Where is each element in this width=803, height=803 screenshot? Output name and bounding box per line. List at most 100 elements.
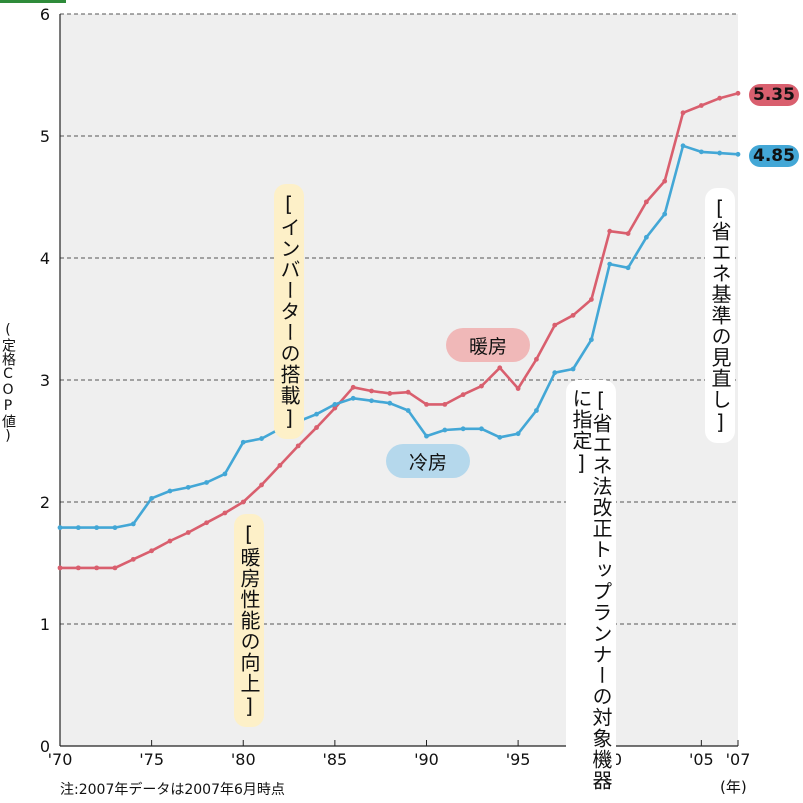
data-point-heating-1976	[167, 538, 173, 544]
data-point-heating-2005	[698, 103, 704, 108]
data-point-heating-1988	[387, 391, 393, 396]
x-tick-label-2005: '05	[689, 750, 714, 769]
data-point-heating-1994	[497, 365, 503, 371]
y-axis-label: (定格COP値)	[0, 322, 16, 444]
data-point-heating-1975	[149, 548, 155, 554]
data-point-heating-1999	[589, 297, 594, 302]
footnote: 注:2007年データは2007年6月時点	[60, 782, 285, 798]
data-point-cooling-2003	[662, 211, 668, 217]
data-point-heating-1987	[369, 388, 374, 394]
y-tick-label-4: 4	[40, 249, 50, 268]
data-point-heating-1971	[75, 565, 81, 571]
data-point-cooling-1997	[552, 370, 558, 376]
data-point-heating-1991	[442, 402, 448, 407]
x-axis-unit: (年)	[720, 778, 747, 796]
data-point-heating-1998	[570, 312, 576, 318]
data-point-cooling-1974	[130, 521, 136, 527]
data-point-heating-1970	[57, 565, 63, 571]
data-point-cooling-1973	[112, 525, 118, 531]
data-point-cooling-2006	[717, 150, 723, 156]
data-point-cooling-1970	[57, 525, 63, 531]
data-point-heating-1973	[112, 565, 118, 571]
data-point-heating-2001	[625, 231, 631, 237]
data-point-heating-1974	[130, 556, 136, 562]
data-point-cooling-1975	[149, 495, 155, 501]
data-point-heating-1978	[204, 520, 209, 526]
data-point-cooling-1978	[204, 480, 209, 485]
end-value-cooling: 4.85	[749, 145, 799, 167]
grid-lines	[60, 13, 738, 625]
data-point-heating-1981	[259, 482, 264, 488]
data-point-cooling-1999	[589, 337, 594, 343]
annotation-heating-performance: [暖房性能の向上]	[234, 514, 264, 727]
data-point-heating-1992	[460, 392, 466, 398]
data-point-cooling-1990	[424, 433, 429, 439]
data-point-cooling-1981	[259, 436, 264, 441]
data-point-cooling-1972	[94, 525, 100, 531]
data-point-heating-1979	[222, 510, 228, 516]
x-tick-label-1990: '90	[414, 750, 439, 769]
data-point-heating-1982	[277, 463, 283, 468]
data-point-heating-1980	[240, 499, 246, 505]
data-point-cooling-1995	[515, 431, 521, 437]
x-tick-label-1970: '70	[48, 750, 73, 769]
series-label-heating: 暖房	[446, 328, 530, 362]
data-point-cooling-1980	[240, 439, 246, 445]
y-tick-label-3: 3	[40, 371, 50, 390]
data-point-cooling-1984	[314, 411, 319, 417]
annotation-top-runner: [省エネ法改正トップランナーの対象機器に指定]	[566, 380, 616, 799]
x-tick-label-1995: '95	[506, 750, 531, 769]
data-point-heating-1996	[534, 356, 539, 362]
x-tick-label-1975: '75	[139, 750, 164, 769]
y-tick-label-5: 5	[40, 127, 50, 146]
data-point-cooling-2005	[698, 149, 704, 155]
data-point-heating-1983	[295, 443, 301, 449]
data-point-cooling-1976	[167, 488, 173, 494]
data-point-cooling-1994	[497, 434, 503, 440]
data-point-cooling-2007	[735, 151, 741, 157]
data-point-heating-1997	[552, 322, 558, 328]
data-point-heating-2004	[680, 110, 686, 116]
data-point-cooling-2004	[680, 143, 686, 149]
x-tick-label-2007: '07	[726, 750, 751, 769]
y-tick-label-0: 0	[40, 737, 50, 756]
data-point-cooling-2000	[607, 261, 613, 267]
data-point-cooling-1986	[350, 395, 356, 401]
data-point-cooling-1993	[479, 426, 484, 432]
data-point-cooling-1996	[534, 408, 539, 413]
data-point-cooling-1991	[442, 427, 448, 433]
data-point-cooling-1989	[405, 408, 411, 413]
data-point-heating-1995	[515, 386, 521, 391]
data-point-cooling-1979	[222, 471, 228, 477]
data-point-heating-1972	[94, 565, 100, 571]
data-point-heating-1993	[479, 383, 484, 389]
data-point-cooling-2002	[643, 234, 649, 240]
y-tick-label-1: 1	[40, 615, 50, 634]
annotation-energy-standard: [省エネ基準の見直し]	[705, 188, 735, 443]
data-point-heating-1989	[405, 389, 411, 395]
data-point-cooling-2001	[625, 265, 631, 271]
series-label-cooling: 冷房	[386, 444, 470, 478]
data-point-heating-2007	[735, 90, 741, 96]
y-tick-label-2: 2	[40, 493, 50, 512]
data-point-heating-1984	[314, 425, 319, 430]
data-point-cooling-1985	[332, 402, 338, 407]
end-value-heating: 5.35	[749, 84, 799, 106]
x-tick-label-1980: '80	[231, 750, 256, 769]
data-point-cooling-1987	[369, 398, 374, 404]
data-point-heating-2000	[607, 228, 613, 234]
header-accent-bar	[0, 0, 66, 3]
data-point-heating-1986	[350, 384, 356, 390]
annotation-inverter: [インバーターの搭載]	[274, 184, 304, 439]
data-point-heating-1985	[332, 405, 338, 411]
series-line-heating	[60, 92, 739, 570]
data-point-cooling-1971	[75, 525, 81, 531]
annotation-top-runner-line2: トップランナーの対象機器に指定]	[569, 388, 613, 791]
data-point-cooling-1977	[185, 484, 191, 490]
data-point-heating-1977	[185, 530, 191, 535]
y-tick-label-6: 6	[40, 5, 50, 24]
data-point-cooling-1988	[387, 400, 393, 406]
x-tick-label-1985: '85	[322, 750, 347, 769]
